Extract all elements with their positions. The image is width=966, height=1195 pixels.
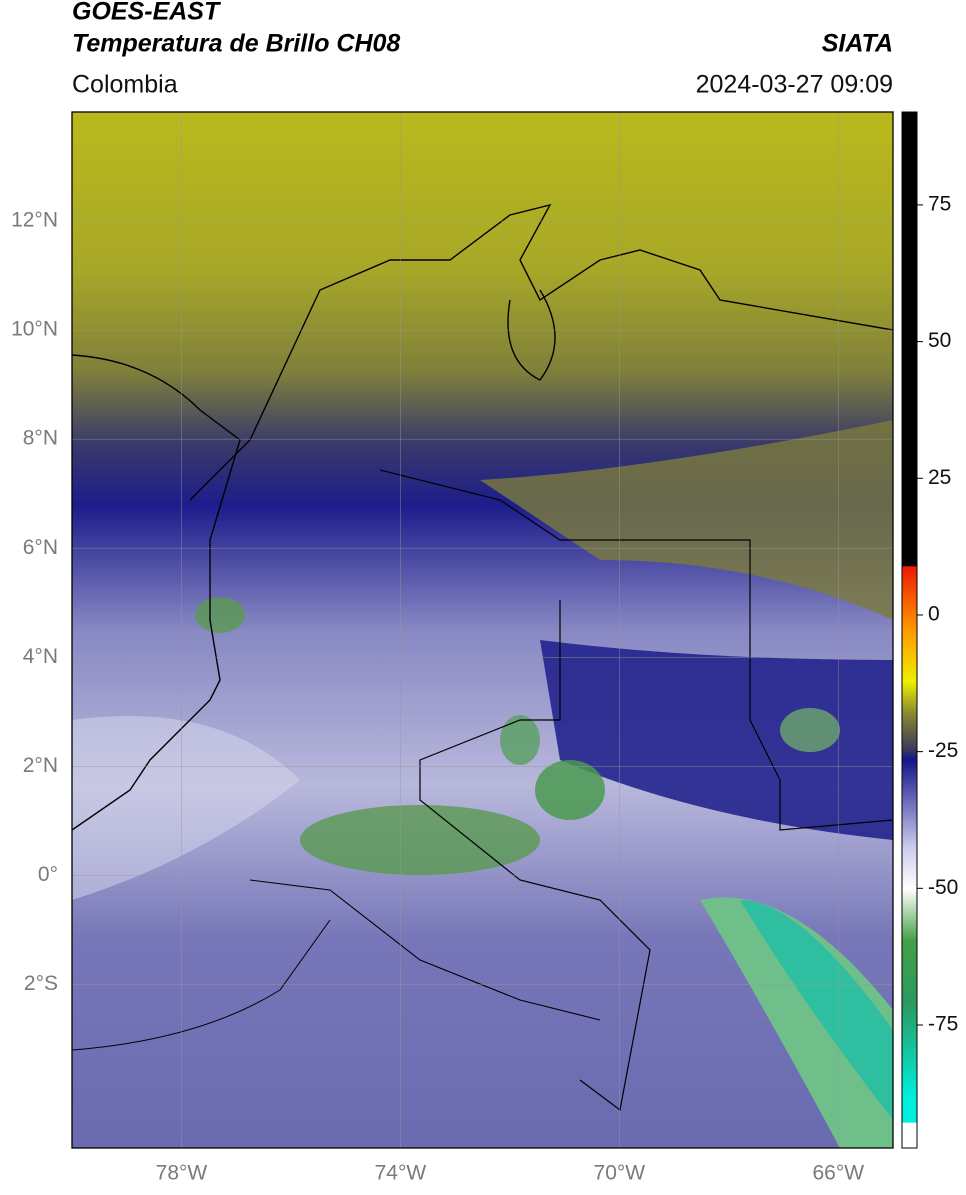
colorbar-tick-label: -75 bbox=[928, 1013, 958, 1036]
lat-tick-label: 2°N bbox=[23, 754, 58, 777]
lon-tick-label: 78°W bbox=[156, 1162, 208, 1185]
colorbar-tick-label: 75 bbox=[928, 192, 951, 215]
lat-tick-label: 4°N bbox=[23, 645, 58, 668]
map-image bbox=[72, 112, 893, 1148]
lat-tick-label: 10°N bbox=[11, 318, 58, 341]
datetime: 2024-03-27 09:09 bbox=[696, 71, 893, 99]
source: SIATA bbox=[822, 30, 893, 58]
colorbar bbox=[901, 111, 918, 1149]
map-frame bbox=[71, 111, 894, 1149]
lon-tick-label: 74°W bbox=[375, 1162, 427, 1185]
lon-tick-label: 66°W bbox=[812, 1162, 864, 1185]
region: Colombia bbox=[72, 71, 178, 99]
lat-tick-label: 6°N bbox=[23, 536, 58, 559]
colorbar-tick-label: 0 bbox=[928, 603, 940, 626]
lat-tick-label: 8°N bbox=[23, 427, 58, 450]
lon-tick-label: 70°W bbox=[594, 1162, 646, 1185]
colorbar-tick-label: -25 bbox=[928, 739, 958, 762]
colorbar-tick-label: 50 bbox=[928, 329, 951, 352]
colorbar-tick-label: 25 bbox=[928, 466, 951, 489]
grid bbox=[72, 112, 893, 1148]
lat-tick-label: 2°S bbox=[24, 972, 58, 995]
lat-tick-label: 12°N bbox=[11, 209, 58, 232]
subtitle: Temperatura de Brillo CH08 bbox=[72, 30, 400, 58]
lat-tick-label: 0° bbox=[38, 863, 58, 886]
title: GOES-EAST bbox=[72, 0, 222, 26]
colorbar-tick-label: -50 bbox=[928, 876, 958, 899]
